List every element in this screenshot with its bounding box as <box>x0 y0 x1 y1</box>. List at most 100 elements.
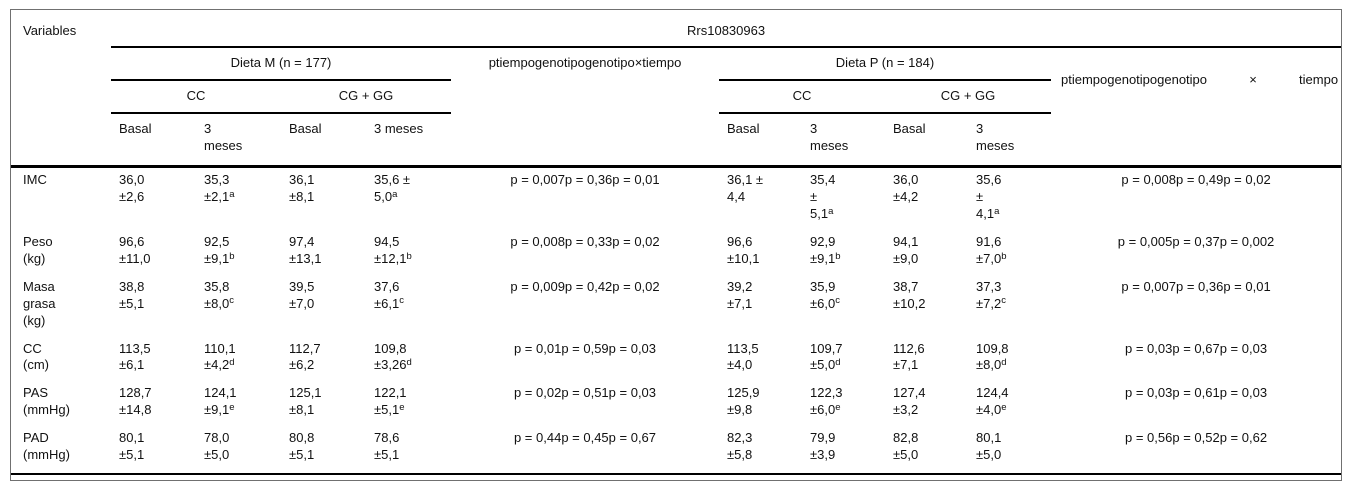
table-row-peso: Peso (kg) 96,6 ±11,0 92,5 ±9,1b 97,4 ±13… <box>11 232 1341 277</box>
value-cell: 128,7 ±14,8 <box>119 385 152 418</box>
value-cell: 110,1 ±4,2d <box>204 340 236 373</box>
value-cell: 109,7 ±5,0d <box>810 340 843 373</box>
genotype-header-m-cggg: CG + GG <box>281 79 451 114</box>
header-row-genotypes: CC CG + GG CC CG + GG <box>11 79 1341 114</box>
value-cell: 109,8 ±8,0d <box>976 340 1009 373</box>
value-cell: 97,4 ±13,1 <box>289 234 322 267</box>
time-header: Basal <box>893 120 926 136</box>
value-cell: 35,3 ±2,1a <box>196 165 281 233</box>
value-cell: 92,5 ±9,1b <box>204 234 235 267</box>
time-header: Basal <box>289 120 322 136</box>
p-value-cell-p: p = 0,03p = 0,61p = 0,03 <box>1125 385 1268 401</box>
p-header-p: ptiempogenotipogenotipo × tiempo <box>1051 47 1341 167</box>
table-row-imc: IMC 36,0 ±2,6 35,3 ±2,1a 36,1 ±8,1 35,6 … <box>11 165 1342 233</box>
value-cell: 36,1 ± 4,4 <box>719 165 802 233</box>
value-cell: 124,1 ±9,1e <box>204 385 237 418</box>
value-cell: 35,8 ±8,0c <box>204 278 234 311</box>
value-cell: 37,6 ±6,1c <box>374 278 404 311</box>
value-cell: 113,5 ±6,1 <box>119 340 151 373</box>
p-value-cell-m: p = 0,008p = 0,33p = 0,02 <box>510 234 660 250</box>
header-row-diets: Dieta M (n = 177) ptiempogenotipogenotip… <box>11 46 1341 87</box>
snp-header: Rrs10830963 <box>111 16 1342 48</box>
diet-p-header: Dieta P (n = 184) <box>719 46 1051 81</box>
value-cell: 35,6 ± 4,1a <box>968 165 1051 233</box>
p-value-cell-m: p = 0,02p = 0,51p = 0,03 <box>513 385 657 401</box>
variable-label: PAD (mmHg) <box>11 428 111 475</box>
genotype-header-p-cc: CC <box>719 79 885 114</box>
variables-header: Variables <box>23 23 77 38</box>
p-header-p-part2: tiempo <box>1299 71 1339 87</box>
p-value-cell-p: p = 0,007p = 0,36p = 0,01 <box>1121 278 1271 294</box>
value-cell: 37,3 ±7,2c <box>976 278 1006 311</box>
p-header-p-row: ptiempogenotipogenotipo × tiempo <box>1051 72 1341 89</box>
header-row-times: Basal 3 meses Basal 3 meses Basal 3 mese… <box>11 113 1341 167</box>
p-value-cell-p: p = 0,56p = 0,52p = 0,62 <box>1051 428 1342 475</box>
value-cell: 122,1 ±5,1e <box>374 385 407 418</box>
value-cell: 80,1 ±5,0 <box>968 428 1051 475</box>
value-cell: 125,9 ±9,8 <box>727 385 760 418</box>
time-header: 3 meses <box>976 120 1015 153</box>
value-cell: 96,6 ±10,1 <box>727 234 760 267</box>
value-cell: 122,3 ±6,0e <box>810 385 843 418</box>
value-cell: 109,8 ±3,26d <box>374 340 412 373</box>
p-value-cell-p: p = 0,008p = 0,49p = 0,02 <box>1051 165 1342 233</box>
value-cell: 80,1 ±5,1 <box>111 428 196 475</box>
p-value-cell-p: p = 0,005p = 0,37p = 0,002 <box>1117 234 1275 250</box>
table-row-cc: CC (cm) 113,5 ±6,1 110,1 ±4,2d 112,7 ±6,… <box>11 339 1341 384</box>
genotype-header-m-cc: CC <box>111 79 281 114</box>
value-cell: 96,6 ±11,0 <box>119 234 151 267</box>
value-cell: 113,5 ±4,0 <box>727 340 759 373</box>
multiply-sign: × <box>1249 71 1257 87</box>
value-cell: 125,1 ±8,1 <box>289 385 322 418</box>
variable-label: PAS (mmHg) <box>23 385 70 418</box>
header-row-snp: Variables Rrs10830963 <box>11 16 1342 48</box>
table-frame: Variables Rrs10830963 Dieta M (n = 177) … <box>10 9 1342 481</box>
value-cell: 92,9 ±9,1b <box>810 234 841 267</box>
variable-label: CC (cm) <box>23 340 49 373</box>
value-cell: 79,9 ±3,9 <box>802 428 885 475</box>
value-cell: 35,4 ± 5,1a <box>802 165 885 233</box>
time-header: Basal <box>727 120 760 136</box>
value-cell: 38,8 ±5,1 <box>119 278 145 311</box>
value-cell: 39,2 ±7,1 <box>727 278 753 311</box>
value-cell: 127,4 ±3,2 <box>893 385 926 418</box>
variable-label: Peso (kg) <box>23 234 53 267</box>
time-header: Basal <box>119 120 152 136</box>
value-cell: 78,0 ±5,0 <box>196 428 281 475</box>
value-cell: 91,6 ±7,0b <box>976 234 1007 267</box>
value-cell: 35,9 ±6,0c <box>810 278 840 311</box>
value-cell: 94,1 ±9,0 <box>893 234 919 267</box>
genotype-diet-table: Variables Rrs10830963 Dieta M (n = 177) … <box>11 16 1342 475</box>
value-cell: 80,8 ±5,1 <box>281 428 366 475</box>
time-header: 3 meses <box>204 120 243 153</box>
p-value-cell-m: p = 0,007p = 0,36p = 0,01 <box>451 165 719 233</box>
variable-label: Masa grasa (kg) <box>23 278 56 328</box>
value-cell: 36,0 ±2,6 <box>111 165 196 233</box>
table-row-pas: PAS (mmHg) 128,7 ±14,8 124,1 ±9,1e 125,1… <box>11 383 1341 428</box>
value-cell: 82,3 ±5,8 <box>719 428 802 475</box>
value-cell: 38,7 ±10,2 <box>893 278 926 311</box>
table-row-pad: PAD (mmHg) 80,1 ±5,1 78,0 ±5,0 80,8 ±5,1… <box>11 428 1342 475</box>
variable-label: IMC <box>11 165 111 233</box>
value-cell: 39,5 ±7,0 <box>289 278 315 311</box>
value-cell: 36,0 ±4,2 <box>885 165 968 233</box>
genotype-header-p-cggg: CG + GG <box>885 79 1051 114</box>
p-value-cell-m: p = 0,009p = 0,42p = 0,02 <box>510 278 660 294</box>
p-value-cell-p: p = 0,03p = 0,67p = 0,03 <box>1125 340 1268 356</box>
value-cell: 112,7 ±6,2 <box>289 340 321 373</box>
value-cell: 124,4 ±4,0e <box>976 385 1009 418</box>
value-cell: 78,6 ±5,1 <box>366 428 451 475</box>
value-cell: 94,5 ±12,1b <box>374 234 412 267</box>
time-header: 3 meses <box>374 120 424 136</box>
p-value-cell-m: p = 0,01p = 0,59p = 0,03 <box>513 340 657 356</box>
value-cell: 112,6 ±7,1 <box>893 340 925 373</box>
p-header-m: ptiempogenotipogenotipo×tiempo <box>488 54 682 70</box>
time-header: 3 meses <box>810 120 849 153</box>
value-cell: 82,8 ±5,0 <box>885 428 968 475</box>
p-header-p-part1: ptiempogenotipogenotipo <box>1061 71 1208 87</box>
value-cell: 36,1 ±8,1 <box>281 165 366 233</box>
diet-m-header: Dieta M (n = 177) <box>111 46 451 81</box>
table-row-masa-grasa: Masa grasa (kg) 38,8 ±5,1 35,8 ±8,0c 39,… <box>11 277 1341 339</box>
value-cell: 35,6 ± 5,0a <box>366 165 451 233</box>
p-value-cell-m: p = 0,44p = 0,45p = 0,67 <box>451 428 719 475</box>
